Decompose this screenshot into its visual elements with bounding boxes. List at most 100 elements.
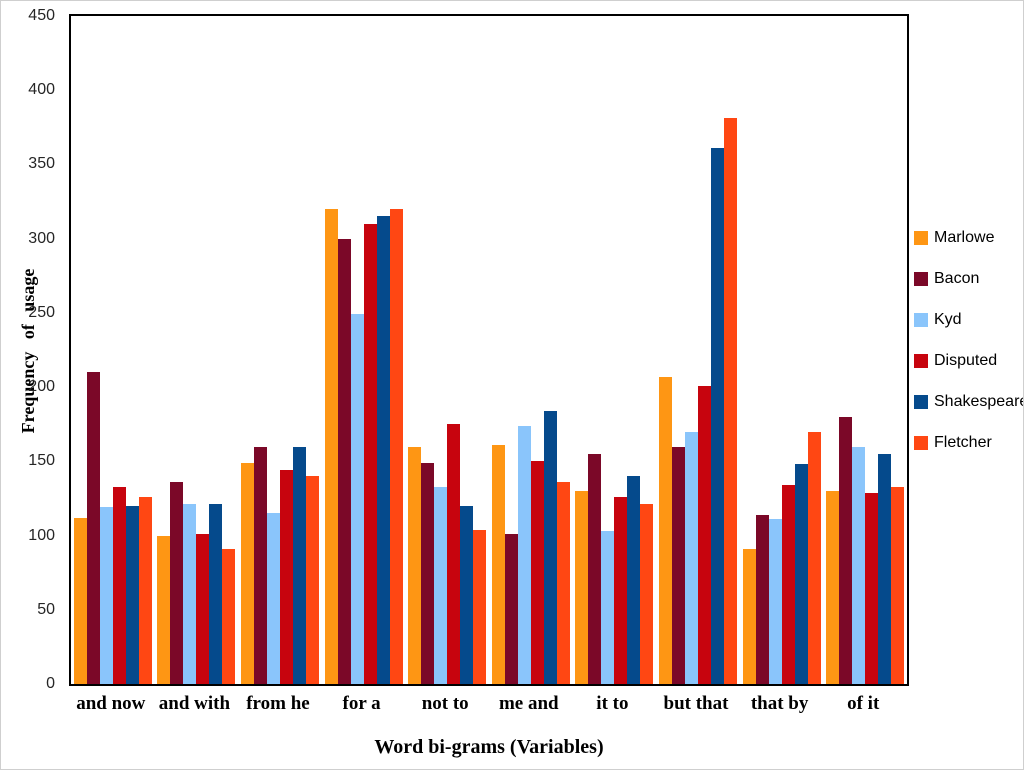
bar-bacon-of-it	[839, 416, 853, 684]
legend-label: Bacon	[934, 270, 980, 287]
bar-disputed-me-and	[530, 461, 544, 684]
legend-label: Kyd	[934, 311, 962, 328]
bar-bacon-me-and	[504, 534, 518, 684]
bar-fletcher-it-to	[640, 504, 654, 684]
bar-disputed-and-with	[196, 534, 210, 684]
bar-bacon-for-a	[337, 238, 351, 684]
x-tick-label-that-by: that by	[750, 693, 809, 714]
bar-fletcher-and-with	[222, 548, 236, 684]
bar-fletcher-and-now	[138, 496, 152, 684]
x-tick-label-but-that: but that	[663, 693, 729, 714]
bar-marlowe-and-now	[73, 517, 87, 684]
bar-bacon-not-to	[421, 462, 435, 684]
legend: Marlowe Bacon Kyd Disputed Shakespeare Fletch…	[914, 229, 1024, 452]
bar-shakespeare-that-by	[794, 464, 808, 684]
bar-marlowe-but-that	[659, 376, 672, 684]
bar-kyd-and-with	[183, 504, 197, 684]
bar-marlowe-it-to	[575, 491, 589, 684]
legend-label: Shakespeare	[934, 393, 1024, 410]
bar-kyd-from-he	[267, 513, 280, 684]
bar-disputed-from-he	[280, 470, 293, 684]
legend-label: Disputed	[934, 352, 998, 369]
x-axis-tick-labels: and now and with from he for a not to me and i…	[69, 693, 909, 719]
bar-disputed-that-by	[781, 485, 795, 684]
y-tick-label: 450	[28, 7, 55, 24]
legend-swatch-icon	[914, 231, 928, 245]
bar-kyd-of-it	[852, 446, 866, 684]
legend-swatch-icon	[914, 313, 928, 327]
legend-item-disputed: Disputed	[914, 352, 1023, 370]
legend-swatch-icon	[914, 354, 928, 368]
bar-shakespeare-not-to	[460, 505, 474, 684]
bar-fletcher-that-by	[807, 431, 821, 684]
bar-shakespeare-for-a	[376, 216, 390, 684]
bar-shakespeare-it-to	[627, 476, 641, 684]
y-tick-label: 100	[28, 526, 55, 544]
bar-fletcher-not-to	[473, 529, 487, 684]
bar-shakespeare-me-and	[543, 410, 557, 684]
bar-disputed-of-it	[865, 492, 879, 684]
bar-kyd-me-and	[517, 425, 531, 684]
legend-item-marlowe: Marlowe	[914, 229, 1023, 247]
bar-shakespeare-of-it	[878, 453, 892, 684]
bar-marlowe-that-by	[742, 548, 756, 684]
bar-fletcher-from-he	[306, 476, 319, 684]
bar-marlowe-from-he	[241, 462, 254, 684]
plot-area	[69, 14, 909, 686]
bar-disputed-it-to	[614, 496, 628, 684]
y-axis-tick-labels: 0 50 100 150 200 250 300 350 400 450	[1, 7, 59, 692]
bar-kyd-for-a	[350, 314, 364, 684]
bar-marlowe-of-it	[826, 491, 840, 684]
y-tick-label: 300	[28, 229, 55, 247]
x-tick-label-me-and: me and	[498, 693, 559, 714]
bar-bacon-and-now	[86, 372, 100, 684]
bar-fletcher-of-it	[891, 486, 905, 684]
y-tick-label: 0	[46, 675, 55, 692]
bar-shakespeare-but-that	[711, 148, 724, 684]
y-tick-label: 50	[37, 600, 55, 618]
legend-item-kyd: Kyd	[914, 311, 1023, 329]
legend-label: Fletcher	[934, 434, 992, 451]
bar-kyd-that-by	[768, 519, 782, 684]
x-tick-label-of-it: of it	[847, 693, 880, 714]
legend-swatch-icon	[914, 272, 928, 286]
bar-disputed-and-now	[112, 486, 126, 684]
bar-shakespeare-and-now	[125, 505, 139, 684]
legend-label: Marlowe	[934, 229, 995, 246]
x-tick-label-for-a: for a	[342, 693, 381, 714]
bar-fletcher-me-and	[556, 482, 570, 684]
y-tick-label: 400	[28, 81, 55, 99]
bar-bacon-that-by	[755, 514, 769, 684]
bar-fletcher-for-a	[389, 208, 403, 684]
bar-disputed-but-that	[698, 385, 711, 684]
bar-disputed-not-to	[447, 424, 461, 684]
x-tick-label-and-now: and now	[76, 693, 146, 714]
x-tick-label-it-to: it to	[596, 693, 629, 714]
legend-swatch-icon	[914, 395, 928, 409]
bar-marlowe-me-and	[491, 445, 505, 684]
bar-marlowe-not-to	[408, 446, 422, 684]
bar-marlowe-and-with	[157, 535, 171, 684]
y-tick-label: 150	[28, 452, 55, 470]
x-tick-label-from-he: from he	[246, 693, 310, 714]
legend-item-shakespeare: Shakespeare	[914, 393, 1024, 411]
legend-swatch-icon	[914, 436, 928, 450]
bar-kyd-not-to	[434, 486, 448, 684]
bar-bacon-from-he	[254, 446, 267, 684]
y-tick-label: 350	[28, 155, 55, 173]
bar-shakespeare-and-with	[209, 504, 223, 684]
x-tick-label-and-with: and with	[158, 693, 231, 714]
y-tick-label: 250	[28, 303, 55, 321]
bar-shakespeare-from-he	[293, 446, 306, 684]
bar-fletcher-but-that	[724, 118, 737, 684]
y-tick-label: 200	[28, 378, 55, 396]
bar-bacon-it-to	[588, 453, 602, 684]
legend-item-bacon: Bacon	[914, 270, 1023, 288]
x-tick-label-not-to: not to	[421, 693, 469, 714]
legend-item-fletcher: Fletcher	[914, 434, 1023, 452]
bar-kyd-and-now	[99, 507, 113, 684]
x-axis-title: Word bi-grams (Variables)	[374, 736, 604, 758]
bar-bacon-and-with	[170, 482, 184, 684]
bar-kyd-but-that	[685, 431, 698, 684]
